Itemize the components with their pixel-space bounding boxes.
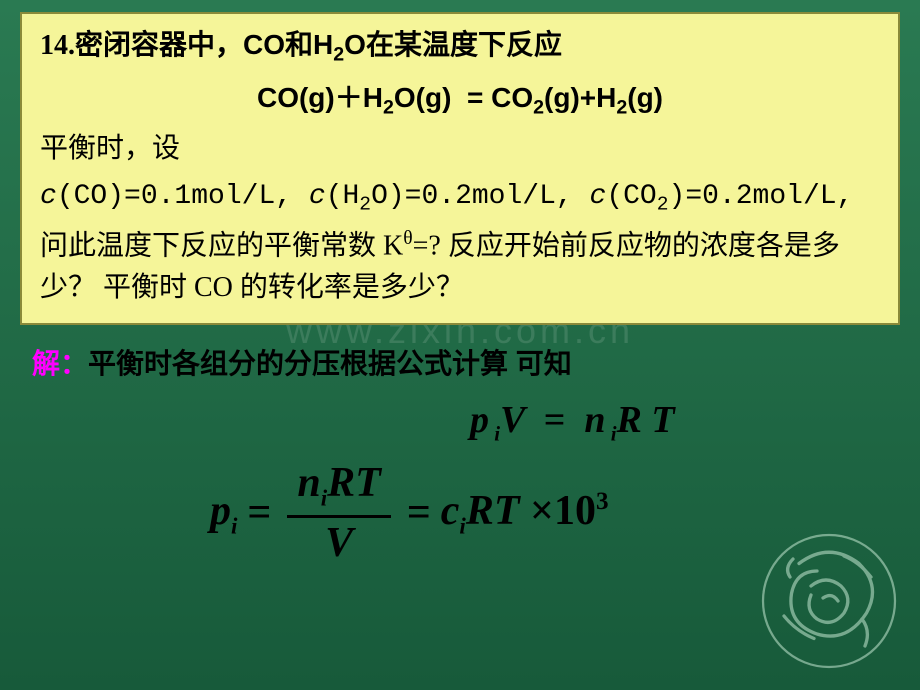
dragon-ornament-icon [754, 526, 904, 676]
problem-number: 14. [40, 30, 75, 61]
fraction: niRT V [287, 460, 390, 566]
fraction-numerator: niRT [287, 460, 390, 518]
partial-pressure-formula: pi = niRT V = ciRT ×103 [210, 460, 609, 566]
problem-stem: 密闭容器中，CO和H2O在某温度下反应 [75, 30, 562, 61]
solution-hint: 平衡时各组分的分压根据公式计算 可知 [88, 348, 572, 379]
equals-sign-1: = [247, 489, 271, 537]
problem-line-1: 14.密闭容器中，CO和H2O在某温度下反应 [40, 24, 880, 70]
solution-label: 解： [32, 349, 88, 380]
fraction-denominator: V [325, 518, 353, 566]
formula-rhs: ciRT ×103 [441, 487, 609, 539]
equals-sign-2: = [407, 489, 431, 537]
problem-box: 14.密闭容器中，CO和H2O在某温度下反应 CO(g)＋H2O(g) = CO… [20, 12, 900, 325]
reaction-equation: CO(g)＋H2O(g) = CO2(g)+H2(g) [40, 76, 880, 124]
formula-lhs: pi [210, 487, 237, 539]
problem-question: 问此温度下反应的平衡常数 Kθ=? 反应开始前反应物的浓度各是多少？ 平衡时 C… [40, 224, 880, 309]
concentration-line: c(CO)=0.1mol/L, c(H2O)=0.2mol/L, c(CO2)=… [40, 174, 880, 220]
problem-body-1: 平衡时，设 [40, 128, 880, 170]
ideal-gas-formula: p iV = n iR T [470, 398, 675, 447]
solution-line: 解：平衡时各组分的分压根据公式计算 可知 [32, 342, 572, 382]
